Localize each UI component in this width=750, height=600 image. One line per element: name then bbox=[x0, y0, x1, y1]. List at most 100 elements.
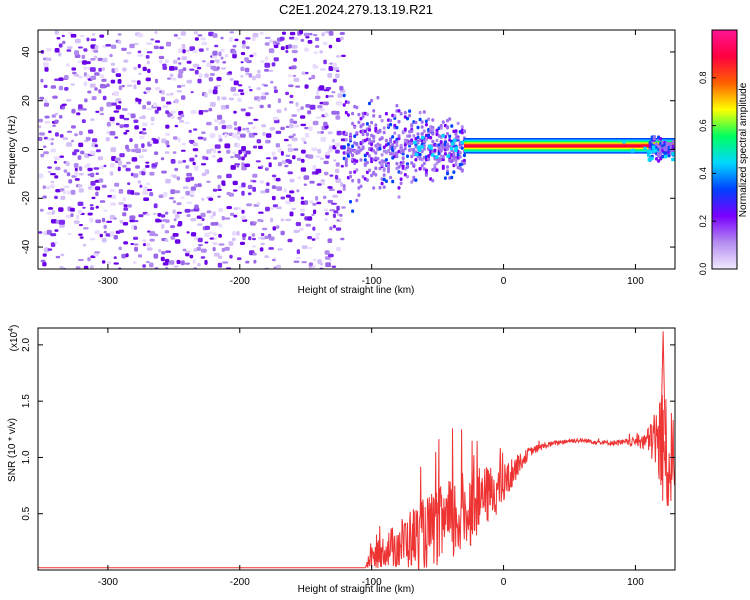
spectrogram-cell bbox=[384, 179, 388, 183]
spectrogram-cell bbox=[102, 84, 107, 89]
spectrogram-cell bbox=[259, 247, 264, 252]
spectrogram-cell bbox=[365, 160, 369, 165]
spectrogram-cell bbox=[335, 227, 342, 231]
spectrogram-cell bbox=[374, 166, 378, 170]
spectrogram-cell bbox=[424, 168, 428, 173]
spectrogram-cell bbox=[137, 50, 142, 54]
spectrogram-cell bbox=[133, 243, 139, 246]
colorbar-frame bbox=[711, 29, 738, 270]
spectrogram-cell bbox=[214, 44, 219, 48]
spectrogram-cell bbox=[188, 129, 192, 133]
spectrogram-cell bbox=[218, 157, 223, 163]
spectrogram-cell bbox=[245, 72, 250, 76]
spectrogram-cell bbox=[307, 216, 313, 221]
spectrogram-cell bbox=[246, 130, 251, 133]
spectrogram-cell bbox=[77, 75, 83, 79]
spectrogram-cell bbox=[240, 215, 247, 220]
spectrogram-cell bbox=[431, 128, 435, 132]
spectrogram-cell bbox=[328, 31, 334, 36]
spectrogram-cell bbox=[121, 47, 127, 51]
spectrogram-cell bbox=[291, 45, 298, 49]
colorbar-tick-label: 0.2 bbox=[698, 215, 708, 228]
spectrogram-cell bbox=[659, 137, 663, 141]
spectrogram-cell bbox=[194, 165, 199, 171]
spectrogram-cell bbox=[374, 173, 378, 177]
spectrogram-cell bbox=[114, 182, 120, 187]
spectrogram-cell bbox=[170, 92, 174, 96]
spectrogram-cell bbox=[301, 158, 305, 163]
spectrogram-cell bbox=[153, 233, 159, 237]
spectrogram-cell bbox=[180, 196, 185, 199]
spectrogram-cell bbox=[353, 161, 357, 166]
spectrogram-cell bbox=[214, 59, 220, 62]
spectrogram-cell bbox=[342, 184, 346, 188]
spectrogram-cell bbox=[217, 195, 221, 198]
spectrogram-cell bbox=[393, 131, 397, 135]
spectrogram-cell bbox=[241, 146, 246, 151]
snr-peak bbox=[660, 331, 666, 435]
spectrogram-cell bbox=[126, 84, 133, 87]
spectrogram-cell bbox=[320, 130, 324, 134]
spectrogram-cell bbox=[316, 183, 322, 186]
spectrogram-cell bbox=[217, 150, 222, 154]
spectrogram-cell bbox=[353, 125, 357, 130]
spectrogram-cell bbox=[293, 37, 299, 41]
spectrogram-cell bbox=[166, 41, 172, 47]
spectrogram-cell bbox=[54, 48, 60, 53]
spectrogram-cell bbox=[240, 133, 246, 138]
spectrogram-cell bbox=[152, 102, 158, 107]
spectrogram-cell bbox=[70, 213, 74, 217]
spectrogram-cell bbox=[245, 260, 250, 264]
spectrogram-cell bbox=[170, 77, 177, 81]
spectrogram-cell bbox=[361, 175, 365, 179]
spectrogram-cell bbox=[200, 212, 206, 218]
spectrogram-cell bbox=[173, 218, 177, 222]
spectrogram-cell bbox=[291, 65, 297, 70]
spectrogram-cell bbox=[119, 153, 125, 158]
spectrogram-cell bbox=[344, 131, 348, 136]
spectrogram-cell bbox=[295, 222, 301, 227]
spectrogram-cell bbox=[446, 171, 449, 176]
spectrogram-cell bbox=[349, 150, 352, 155]
spectrogram-cell bbox=[59, 155, 64, 158]
spectrogram-cell bbox=[261, 124, 267, 128]
spectrogram-cell bbox=[44, 67, 49, 72]
spectrogram-cell bbox=[89, 83, 96, 88]
spectrogram-cell bbox=[439, 140, 443, 144]
spectrogram-cell bbox=[268, 247, 274, 250]
spectrogram-cell bbox=[146, 51, 153, 54]
spectrogram-cell bbox=[322, 101, 329, 106]
spectrogram-cell bbox=[157, 106, 162, 111]
spectrogram-cell bbox=[169, 66, 175, 71]
spectrogram-cell bbox=[397, 136, 401, 141]
spectrogram-cell bbox=[335, 115, 341, 120]
spectrogram-cell bbox=[39, 208, 44, 212]
spectrogram-cell bbox=[118, 101, 122, 104]
spectrogram-cell bbox=[374, 151, 378, 155]
spectrogram-cell bbox=[213, 252, 220, 257]
spectrogram-cell bbox=[113, 262, 119, 265]
spectrogram-cell bbox=[198, 48, 204, 52]
spectrogram-cell bbox=[325, 212, 329, 216]
spectrogram-cell bbox=[284, 164, 289, 168]
spectrogram-cell bbox=[101, 217, 106, 223]
spectrogram-cell bbox=[336, 101, 342, 106]
spectrogram-cell bbox=[363, 158, 367, 162]
spectrogram-cell bbox=[142, 190, 148, 195]
spectrogram-cell bbox=[462, 153, 466, 157]
spectrogram-cell bbox=[78, 224, 83, 227]
spectrogram-cell bbox=[134, 143, 139, 149]
spectrogram-cell bbox=[378, 186, 382, 190]
spectrogram-cell bbox=[196, 246, 201, 251]
spectrogram-cell bbox=[142, 104, 147, 110]
spectrogram-cell bbox=[221, 96, 227, 100]
spectrogram-cell bbox=[55, 189, 61, 193]
spectrogram-cell bbox=[106, 121, 111, 127]
spectrogram-cell bbox=[141, 143, 145, 148]
spectrogram-cell bbox=[172, 200, 176, 204]
spectrogram-cell bbox=[251, 245, 257, 248]
spectrogram-cell bbox=[382, 185, 386, 189]
spectrogram-cell bbox=[133, 84, 137, 90]
spectrogram-cell bbox=[208, 107, 213, 112]
spectrogram-cell bbox=[327, 131, 333, 135]
